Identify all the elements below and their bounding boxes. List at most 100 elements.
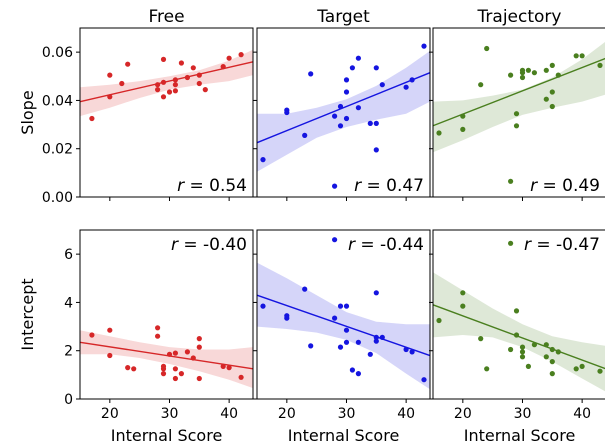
data-point [167,352,172,357]
data-point [227,56,232,61]
data-point [374,121,379,126]
data-point [514,332,519,337]
data-point [526,364,531,369]
data-point [410,349,415,354]
data-point [161,94,166,99]
data-point [514,123,519,128]
data-point [107,353,112,358]
data-point [520,345,525,350]
data-point [597,63,602,68]
data-point [460,114,465,119]
data-point [526,68,531,73]
data-point [484,366,489,371]
data-point [421,377,426,382]
data-point [155,87,160,92]
data-point [197,376,202,381]
data-point [478,82,483,87]
data-point [125,365,130,370]
y-tick-label: 0 [64,392,73,408]
data-point [374,335,379,340]
data-point [125,62,130,67]
data-point [344,340,349,345]
data-point [520,75,525,80]
correlation-annotation: r = -0.44 [348,235,424,255]
y-tick-label: 4 [64,295,73,311]
correlation-annotation: r = 0.49 [530,176,600,196]
data-point [284,110,289,115]
data-point [532,70,537,75]
y-axis-label: Intercept [18,278,37,350]
data-point [374,147,379,152]
correlation-annotation: r = -0.47 [524,235,600,255]
data-point [221,364,226,369]
data-point [520,349,525,354]
data-point [350,65,355,70]
data-point [550,347,555,352]
correlation-annotation: r = -0.40 [171,235,247,255]
data-point [308,71,313,76]
panel-1: 0.00 0.02 0.04 0.06 Free Slope r = 0.54 [18,7,253,206]
y-axis-label: Slope [18,90,37,134]
panel-title: Free [148,7,184,27]
data-point [179,60,184,65]
data-point [107,73,112,78]
data-point [580,364,585,369]
data-point [179,371,184,376]
x-axis-label: Internal Score [288,426,400,445]
regression-line [433,305,605,369]
data-point [508,347,513,352]
correlation-annotation: r = 0.47 [354,176,424,196]
data-point [574,366,579,371]
data-point [356,105,361,110]
data-point [410,77,415,82]
correlation-value: = -0.40 [178,235,247,255]
data-point [119,81,124,86]
x-tick-label: 30 [514,406,532,422]
data-point [478,336,483,341]
data-point [344,304,349,309]
correlation-annotation: r = 0.54 [177,176,247,196]
data-point [520,68,525,73]
data-point [107,94,112,99]
data-point [597,369,602,374]
data-point [161,371,166,376]
data-point [550,89,555,94]
x-tick-label: 30 [161,406,179,422]
data-point [344,89,349,94]
data-point [520,354,525,359]
confidence-band [257,51,430,172]
regression-line [80,62,253,102]
data-point [185,75,190,80]
data-point [161,57,166,62]
data-point [544,97,549,102]
y-tick-label: 2 [64,344,73,360]
data-point [173,82,178,87]
data-point [239,375,244,380]
data-point [374,290,379,295]
panel-4: 024620 30 40InterceptInternal Scorer = -0.… [18,230,253,445]
y-tick-label: 0.02 [42,142,73,158]
x-axis-label: Internal Score [111,426,223,445]
data-point [544,342,549,347]
data-point [484,46,489,51]
data-point [239,52,244,57]
data-point [197,345,202,350]
data-point [338,304,343,309]
correlation-value: = 0.54 [184,176,247,196]
data-point [191,355,196,360]
axes-frame [80,28,253,197]
data-point [203,87,208,92]
data-point [436,130,441,135]
panel-title: Target [316,7,370,27]
x-tick-label: 40 [397,406,415,422]
data-point [332,114,337,119]
x-tick-label: 20 [278,406,296,422]
data-point [167,89,172,94]
data-point [350,367,355,372]
correlation-value: = -0.47 [531,235,600,255]
data-point [260,157,265,162]
confidence-band [433,272,605,392]
x-tick-label: 20 [454,406,472,422]
data-point [356,340,361,345]
data-point [173,77,178,82]
